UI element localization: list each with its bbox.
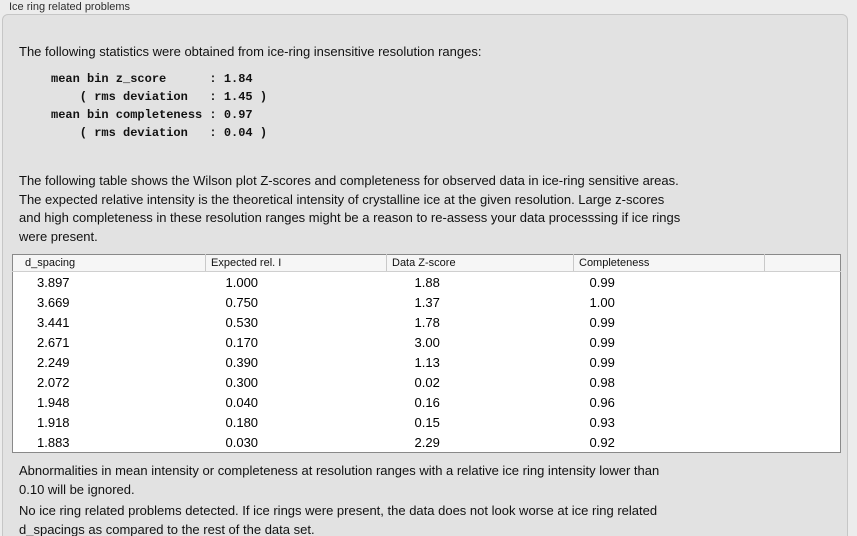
table-cell: 0.15 xyxy=(414,414,440,430)
table-cell: 0.16 xyxy=(414,394,440,410)
table-cell-empty xyxy=(765,432,841,453)
table-cell: 0.040 xyxy=(225,394,259,410)
table-cell-empty xyxy=(765,272,841,293)
table-row[interactable]: 2.249 0.390 1.13 0.99 xyxy=(13,352,841,372)
stats-block: mean bin z_score : 1.84 ( rms deviation … xyxy=(51,72,268,140)
table-row[interactable]: 1.948 0.040 0.16 0.96 xyxy=(13,392,841,412)
table-cell-empty xyxy=(765,332,841,352)
group-box: The following statistics were obtained f… xyxy=(2,14,848,536)
table-cell: 0.030 xyxy=(225,434,259,450)
table-cell: 0.530 xyxy=(225,314,259,330)
intro-text: The following statistics were obtained f… xyxy=(19,44,482,59)
table-cell: 1.37 xyxy=(414,294,440,310)
table-cell-empty xyxy=(765,412,841,432)
ice-ring-table: d_spacing Expected rel. I Data Z-score Comp… xyxy=(12,254,841,453)
table-cell: 1.13 xyxy=(414,354,440,370)
table-cell: 1.00 xyxy=(589,294,615,310)
table-row[interactable]: 1.918 0.180 0.15 0.93 xyxy=(13,412,841,432)
table-cell-empty xyxy=(765,292,841,312)
table-cell: 3.897 xyxy=(37,274,70,290)
table-cell: 0.180 xyxy=(225,414,259,430)
table-cell: 0.99 xyxy=(589,334,615,350)
table-cell: 2.29 xyxy=(414,434,440,450)
table-cell-empty xyxy=(765,352,841,372)
ignore-note: Abnormalities in mean intensity or compl… xyxy=(19,463,660,497)
column-header-Data Z-score[interactable]: Data Z-score xyxy=(386,254,574,272)
table-cell-empty xyxy=(765,312,841,332)
table-cell: 1.88 xyxy=(414,274,440,290)
table-cell: 0.02 xyxy=(414,374,440,390)
table-cell: 0.300 xyxy=(225,374,259,390)
table-cell: 2.072 xyxy=(37,374,70,390)
column-header-Completeness[interactable]: Completeness xyxy=(573,254,765,272)
table-cell: 0.93 xyxy=(589,414,615,430)
table-cell: 1.918 xyxy=(37,414,70,430)
table-cell: 1.000 xyxy=(225,274,259,290)
table-cell-empty xyxy=(765,372,841,392)
description-text: The following table shows the Wilson plo… xyxy=(19,173,681,244)
table-cell: 0.99 xyxy=(589,274,615,290)
table-row[interactable]: 3.669 0.750 1.37 1.00 xyxy=(13,292,841,312)
table-cell: 1.883 xyxy=(37,434,70,450)
column-header-Expected rel. I[interactable]: Expected rel. I xyxy=(205,254,387,272)
table-cell: 3.441 xyxy=(37,314,70,330)
table-cell: 0.99 xyxy=(589,354,615,370)
table-header-row: d_spacing Expected rel. I Data Z-score Comp… xyxy=(12,254,841,272)
panel-title: Ice ring related problems xyxy=(9,1,131,13)
table-cell: 0.96 xyxy=(589,394,615,410)
table-cell: 2.249 xyxy=(37,354,70,370)
column-header-blank[interactable] xyxy=(764,254,841,272)
table-row[interactable]: 2.072 0.300 0.02 0.98 xyxy=(13,372,841,392)
table-cell: 1.948 xyxy=(37,394,70,410)
table-cell: 0.98 xyxy=(589,374,615,390)
table-row[interactable]: 1.883 0.030 2.29 0.92 xyxy=(13,432,841,453)
column-header-d_spacing[interactable]: d_spacing xyxy=(12,254,206,272)
table-cell: 2.671 xyxy=(37,334,70,350)
table-cell: 0.92 xyxy=(589,434,615,450)
table-cell: 3.00 xyxy=(414,334,440,350)
table-cell: 0.750 xyxy=(225,294,259,310)
table-cell: 1.78 xyxy=(414,314,440,330)
table-row[interactable]: 3.441 0.530 1.78 0.99 xyxy=(13,312,841,332)
table-cell: 0.99 xyxy=(589,314,615,330)
table-cell: 0.170 xyxy=(225,334,259,350)
table-row[interactable]: 3.897 1.000 1.88 0.99 xyxy=(13,272,841,293)
conclusion-text: No ice ring related problems detected. I… xyxy=(19,503,658,536)
table-cell: 0.390 xyxy=(225,354,259,370)
table-row[interactable]: 2.671 0.170 3.00 0.99 xyxy=(13,332,841,352)
table-cell-empty xyxy=(765,392,841,412)
table-cell: 3.669 xyxy=(37,294,70,310)
